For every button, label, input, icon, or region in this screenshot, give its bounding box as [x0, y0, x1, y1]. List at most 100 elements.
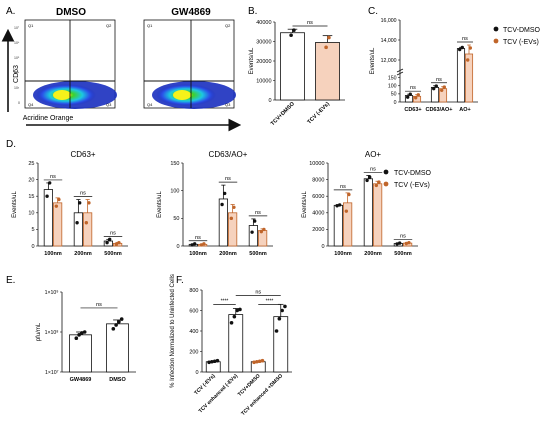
chart-d1-significance: ns	[103, 230, 123, 237]
svg-text:ns: ns	[410, 85, 416, 91]
chart-b-ytick-label: 10000	[256, 78, 271, 84]
chart-d1-ytick-label: 5	[31, 227, 34, 233]
chart-f-point	[255, 359, 259, 364]
panel-label-a: A.	[6, 6, 15, 17]
chart-b-ytick-label: 0	[268, 98, 271, 104]
chart-f-point	[274, 329, 279, 333]
legend-dot-evs	[493, 38, 499, 44]
chart-c-xtick-label: CD63/AO+	[425, 107, 452, 113]
chart-c-xtick-label: AO+	[459, 107, 470, 113]
chart-c-xtick-label: CD63+	[404, 107, 421, 113]
chart-e-ytick-label: 1×10⁸	[45, 330, 59, 336]
svg-text:****: ****	[221, 298, 229, 304]
flow-q2-b: Q2	[225, 23, 231, 28]
chart-f-point	[283, 304, 287, 309]
flow-q3-b: Q3	[225, 102, 231, 107]
chart-e-ylabel: pfu/mL	[36, 322, 42, 341]
chart-d2-point	[192, 242, 197, 246]
chart-d1-bar	[83, 212, 93, 247]
chart-c-point	[434, 84, 438, 88]
chart-f-ylabel: % Infection Normalized to Uninfected Cel…	[170, 274, 176, 388]
chart-f-point	[277, 316, 282, 321]
chart-d2-point	[232, 205, 236, 209]
panel-label-b: B.	[248, 6, 257, 17]
chart-c-bar	[464, 53, 474, 103]
chart-d1-ytick-label: 10	[28, 211, 34, 217]
chart-f-point	[210, 359, 214, 364]
chart-e-xtick-label: GW4869	[70, 377, 92, 383]
chart-d2-point	[262, 227, 266, 232]
chart-d1-bar	[43, 189, 53, 247]
chart-c-point	[416, 93, 421, 97]
chart-e-ytick-label: 1×10⁹	[45, 290, 59, 296]
panel-label-e: E.	[6, 275, 15, 286]
chart-f-xtick-label: TCV (-EVs)	[193, 373, 216, 396]
chart-e-ytick-label: 1×10⁷	[45, 370, 59, 376]
chart-d3-ytick-label: 0	[321, 244, 324, 250]
chart-b-point	[324, 45, 328, 50]
chart-d3-xtick-label: 100nm	[334, 251, 352, 257]
legend-dot-evs-2	[383, 181, 389, 187]
chart-d3-bar	[333, 204, 343, 247]
chart-d2-error-bar	[251, 218, 256, 226]
chart-b-bar	[280, 32, 305, 101]
chart-b-ytick-label: 40000	[256, 20, 271, 26]
chart-d3-ytick-label: 8000	[312, 177, 324, 183]
chart-c-ytick-label: 16,000	[381, 18, 397, 24]
chart-d1-ytick-label: 25	[28, 161, 34, 167]
chart-d2-point	[252, 219, 257, 223]
chart-c-axis-break	[396, 68, 404, 73]
chart-e-point	[74, 336, 79, 340]
chart-c-point	[414, 96, 418, 100]
chart-f-bar	[273, 316, 289, 373]
chart-d3-xtick-label: 200nm	[364, 251, 382, 257]
chart-d3-ytick-label: 4000	[312, 211, 324, 217]
chart-f-ytick-label: 200	[189, 349, 198, 355]
flow-q4-b: Q4	[147, 102, 153, 107]
chart-d2-error-bar	[230, 204, 235, 213]
chart-d3-point	[367, 175, 372, 179]
chart-f-xtick-label: TCV enhanced (-EVs)	[198, 373, 240, 415]
chart-d2-bar	[258, 230, 268, 247]
svg-text:ns: ns	[255, 290, 261, 296]
flow-panel: DMSO GW4869 Q1 Q2 Q3 Q4 Q1 Q2 Q3 Q4	[1, 7, 242, 132]
panel-label-d: D.	[6, 139, 16, 150]
chart-f-significance: ns	[235, 290, 281, 296]
svg-text:ns: ns	[307, 20, 313, 26]
chart-e-significance: ns	[80, 302, 118, 309]
chart-c-ytick-label: 0	[394, 100, 397, 106]
chart-f-point	[207, 360, 211, 365]
chart-d1-error-bar	[85, 199, 90, 213]
chart-b-ylabel: Events/uL	[249, 47, 255, 74]
chart-d1-point	[87, 201, 91, 205]
svg-text:ns: ns	[195, 235, 201, 241]
chart-c-significance: ns	[404, 85, 422, 92]
chart-f-point	[257, 359, 262, 364]
chart-b-significance: ns	[292, 20, 328, 27]
chart-f-point	[215, 358, 220, 363]
chart-f-point	[235, 308, 239, 313]
chart-d3-significance: ns	[333, 184, 353, 191]
legend-label-dmso-2: TCV-DMSO	[394, 170, 432, 177]
chart-d1-error-bar	[76, 199, 81, 213]
chart-d1-point	[117, 240, 121, 245]
chart-f-point	[252, 360, 256, 365]
legend-label-evs-2: TCV (-EVs)	[394, 182, 430, 189]
chart-c-significance: ns	[456, 36, 474, 43]
svg-text:ns: ns	[96, 302, 102, 308]
chart-e-xtick-label: DMSO	[109, 377, 126, 383]
flow-tick-3: 10⁵	[14, 56, 20, 60]
panel-label-c: C.	[368, 6, 378, 17]
chart-d3-point	[404, 241, 409, 246]
chart-d2-ylabel: Events/uL	[157, 190, 163, 217]
legend-top: TCV-DMSO TCV (-EVs)	[493, 26, 541, 46]
chart-c-axis-break	[396, 71, 404, 76]
chart-d2-ytick-label: 150	[170, 161, 179, 167]
chart-c-ytick-label: 14,000	[381, 38, 397, 44]
flow-plot-gw4869: Q1 Q2 Q3 Q4	[143, 19, 236, 109]
chart-c-ylabel: Events/uL	[370, 47, 376, 74]
chart-f-significance: ****	[213, 298, 236, 305]
panel-label-f: F.	[176, 275, 184, 286]
chart-d1-point	[84, 221, 89, 225]
chart-d2-ytick-label: 100	[170, 188, 179, 194]
